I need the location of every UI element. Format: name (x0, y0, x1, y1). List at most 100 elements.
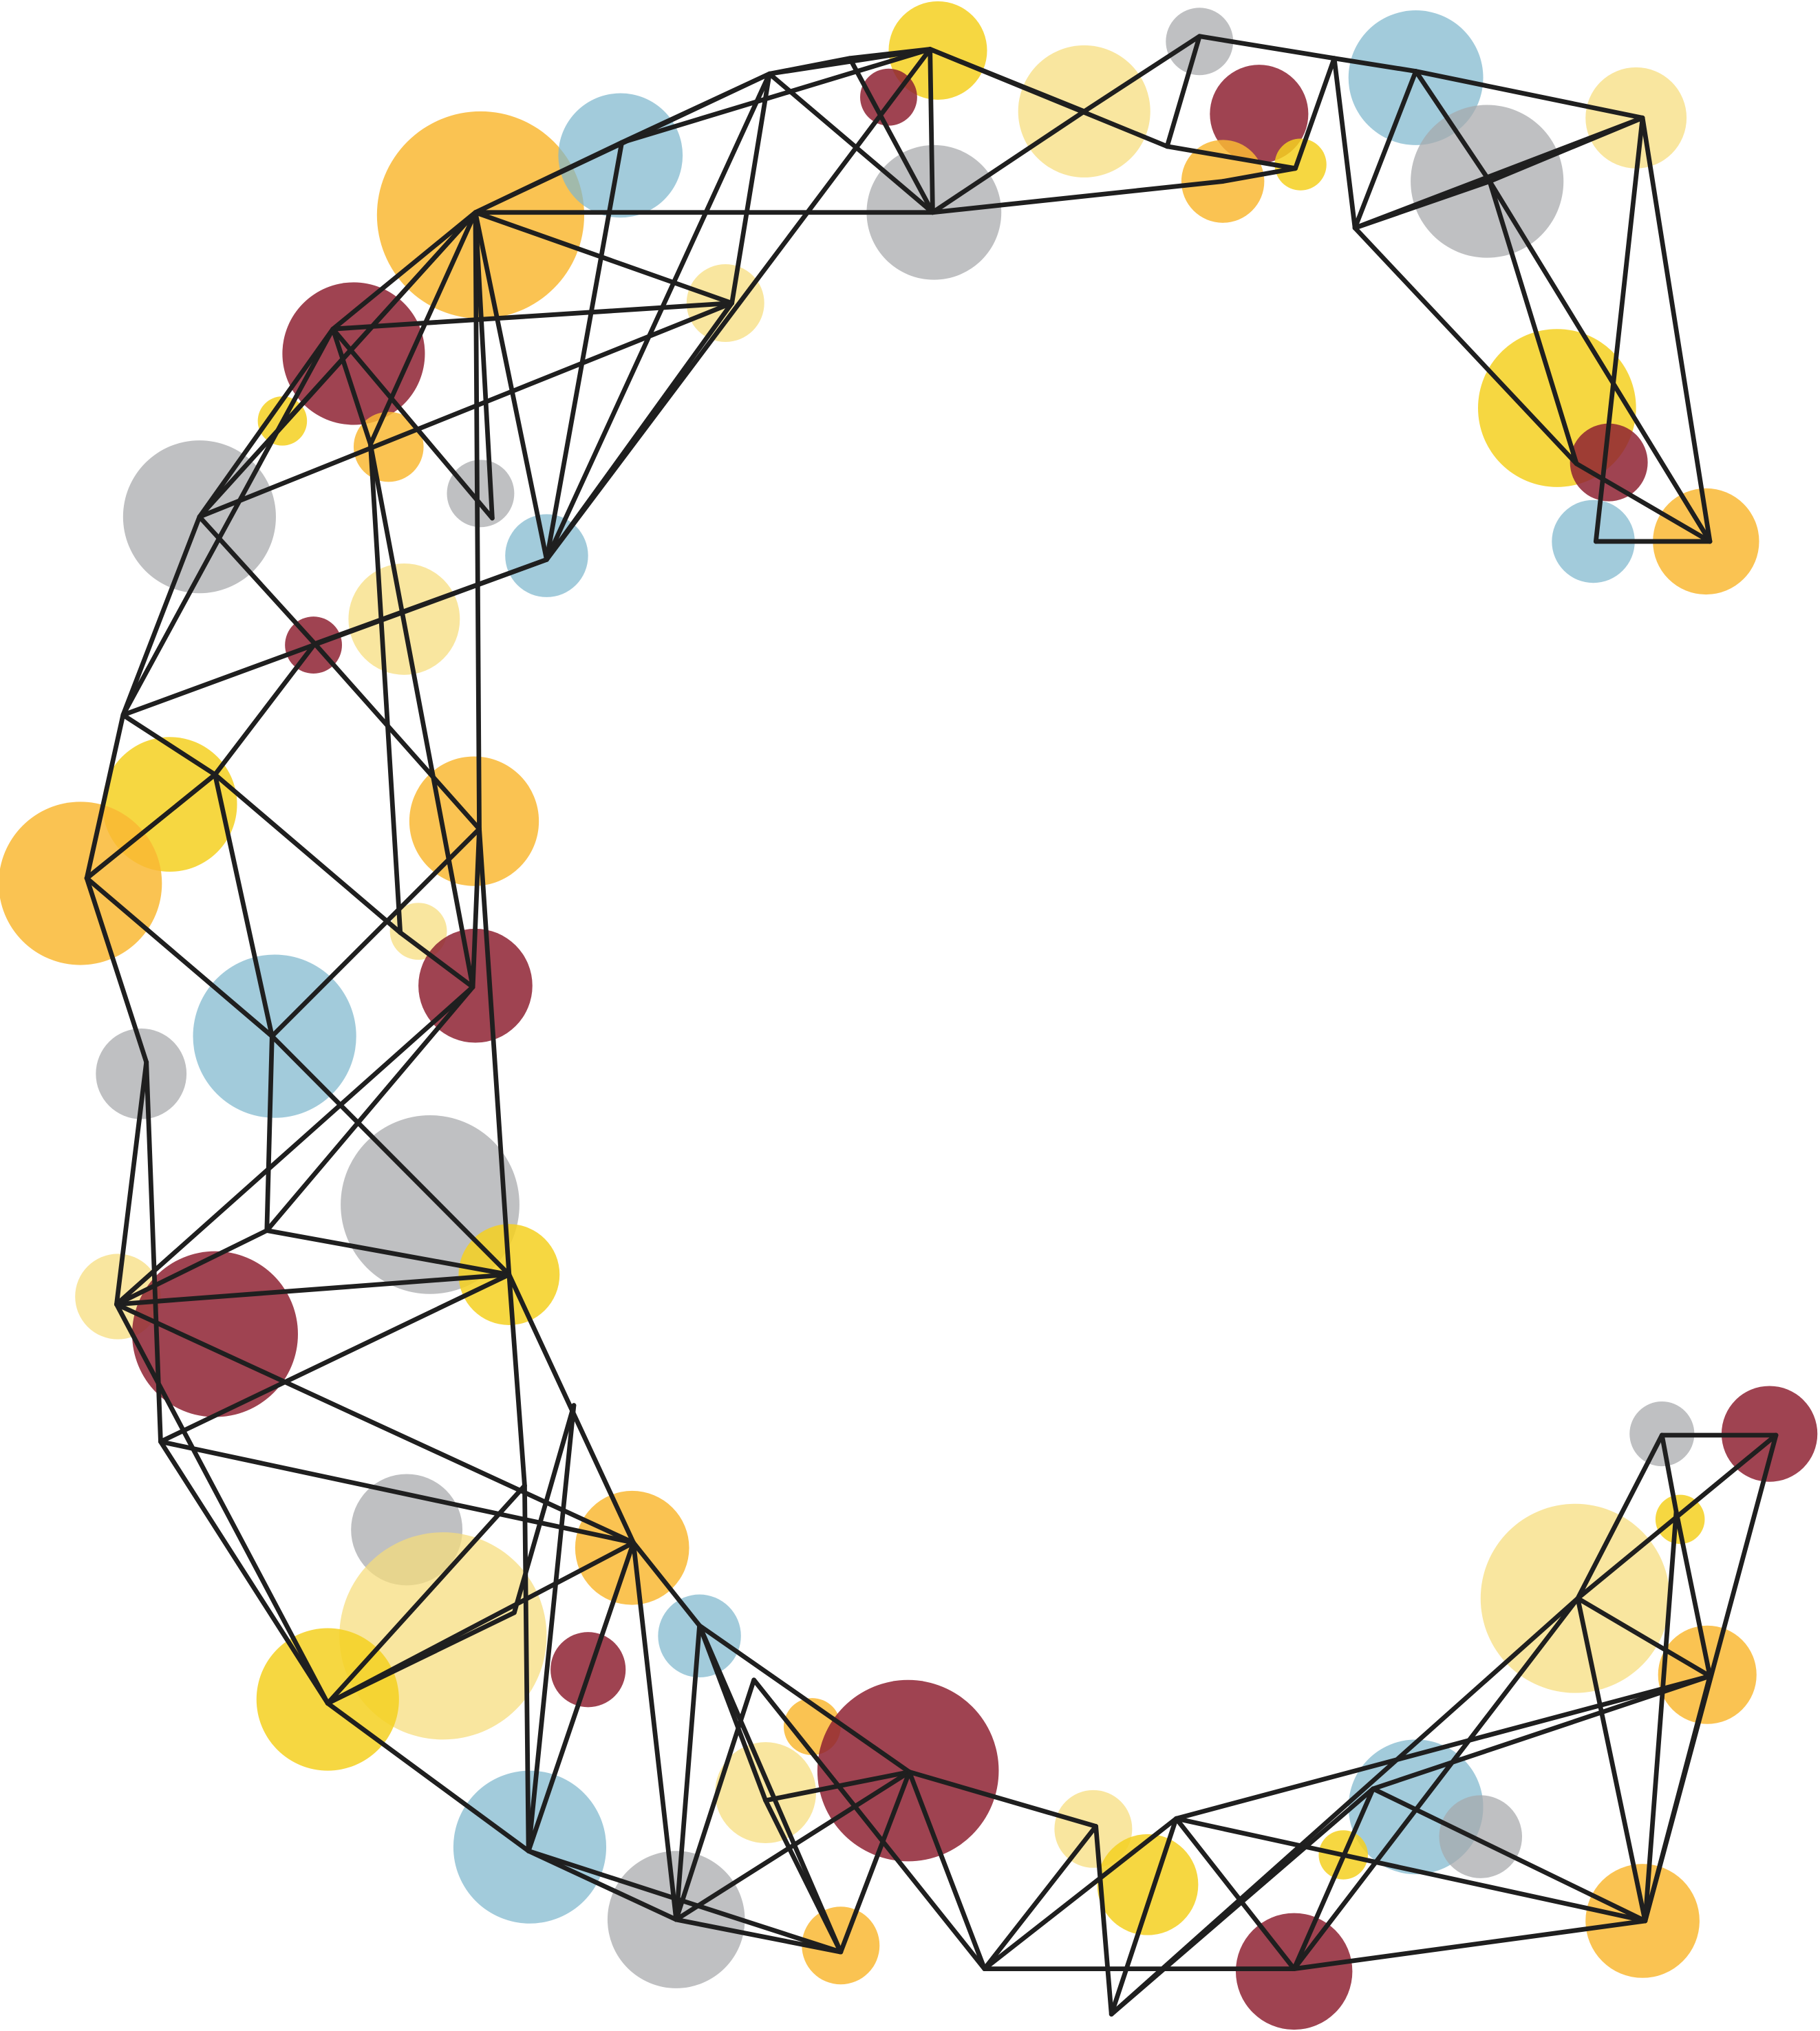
network-line-53 (544, 140, 625, 562)
network-line-22 (930, 109, 1087, 215)
network-line-1 (767, 71, 935, 215)
network-line-86 (506, 1272, 527, 1488)
network-line-74 (84, 712, 126, 881)
circle-17 (1552, 499, 1635, 583)
network-line-37 (619, 71, 772, 145)
network-line-69 (213, 772, 275, 1039)
network-line-84 (114, 1302, 330, 1706)
network-line-12 (1331, 56, 1419, 74)
network-line-39 (330, 210, 478, 332)
network-line-75 (114, 1060, 149, 1307)
network-line-6 (847, 56, 935, 215)
network-line-20 (1220, 166, 1298, 184)
network-line-48 (330, 301, 735, 332)
network-line-99 (631, 1540, 679, 1922)
network-line-71 (398, 930, 475, 989)
network-line-113 (907, 1770, 1099, 1829)
network-line-28 (1487, 179, 1579, 466)
network-line-101 (526, 1848, 844, 1955)
network-line-112 (907, 1770, 987, 1972)
circle-50 (1097, 1834, 1199, 1935)
network-line-18 (1164, 144, 1298, 171)
network-line-95 (325, 1610, 517, 1706)
network-line-90 (470, 826, 482, 989)
network-line-67 (84, 876, 149, 1065)
network-line-10 (1164, 34, 1202, 149)
network-line-50 (330, 326, 495, 521)
network-line-89 (114, 1302, 636, 1545)
network-line-34 (619, 47, 933, 145)
network-line-27 (1593, 115, 1645, 544)
network-line-114 (631, 1540, 702, 1629)
network-line-85 (158, 1439, 330, 1706)
network-line-26 (1640, 115, 1713, 544)
network-line-45 (197, 210, 478, 519)
network-line-116 (982, 1816, 1179, 1972)
network-line-106 (751, 1677, 987, 1972)
network-line-126 (1371, 1786, 1648, 1924)
network-line-130 (1575, 1432, 1664, 1601)
network-line-124 (1292, 1918, 1648, 1972)
network-line-21 (1293, 56, 1337, 171)
network-line-139 (1575, 1595, 1648, 1924)
network-line-140 (1173, 1673, 1713, 1821)
network-line-119 (1109, 1816, 1179, 2017)
circle-54 (1439, 1795, 1523, 1878)
network-line-30 (1574, 461, 1713, 544)
circle-21 (447, 460, 515, 528)
network-line-54 (544, 47, 933, 562)
circle-2 (1348, 10, 1484, 145)
network-line-61 (368, 442, 403, 935)
network-line-15 (1352, 69, 1419, 230)
network-line-47 (197, 301, 735, 519)
network-line-14 (1331, 56, 1358, 230)
network-line-98 (526, 1540, 636, 1853)
network-line-9 (928, 47, 1170, 149)
network-line-5 (847, 47, 933, 61)
network-line-41 (368, 210, 478, 447)
network-line-104 (697, 1623, 912, 1774)
network-line-33 (767, 56, 853, 76)
network-line-76 (264, 985, 475, 1233)
network-line-65 (120, 712, 217, 777)
network-line-24 (1487, 115, 1645, 184)
network-line-59 (213, 641, 317, 777)
network-line-49 (330, 326, 373, 447)
network-line-128 (1109, 1595, 1581, 2017)
network-line-121 (1173, 1816, 1648, 1924)
network-line-72 (269, 826, 482, 1039)
network-line-56 (197, 514, 317, 647)
network-line-38 (473, 210, 735, 305)
network-line-62 (312, 641, 482, 832)
network-line-32 (1487, 179, 1713, 544)
network-line-19 (930, 179, 1225, 215)
network-line-108 (763, 1770, 912, 1803)
edge-layer (84, 34, 1779, 2017)
network-line-83 (114, 1228, 270, 1307)
circle-32 (96, 1028, 187, 1119)
network-line-134 (1673, 1509, 1713, 1679)
network-line-137 (1642, 1673, 1713, 1924)
network-line-43 (473, 210, 549, 562)
network-line-58 (120, 557, 549, 718)
network-line-127 (1371, 1673, 1713, 1792)
network-line-100 (526, 1848, 679, 1922)
network-line-44 (473, 210, 482, 832)
network-line-80 (114, 1272, 512, 1307)
network-line-51 (197, 326, 336, 519)
network-line-13 (1413, 69, 1645, 120)
network-line-66 (84, 876, 275, 1039)
network-line-70 (213, 772, 403, 935)
network-line-97 (526, 1403, 577, 1853)
network-line-16 (1413, 69, 1492, 184)
network-line-91 (158, 1439, 636, 1545)
network-line-79 (114, 985, 475, 1307)
network-line-77 (264, 1033, 275, 1233)
network-line-111 (838, 1770, 912, 1955)
network-line-92 (325, 1483, 527, 1706)
network-line-129 (982, 1824, 1099, 1972)
network-line-4 (729, 71, 772, 305)
network-line-125 (1292, 1595, 1581, 1972)
